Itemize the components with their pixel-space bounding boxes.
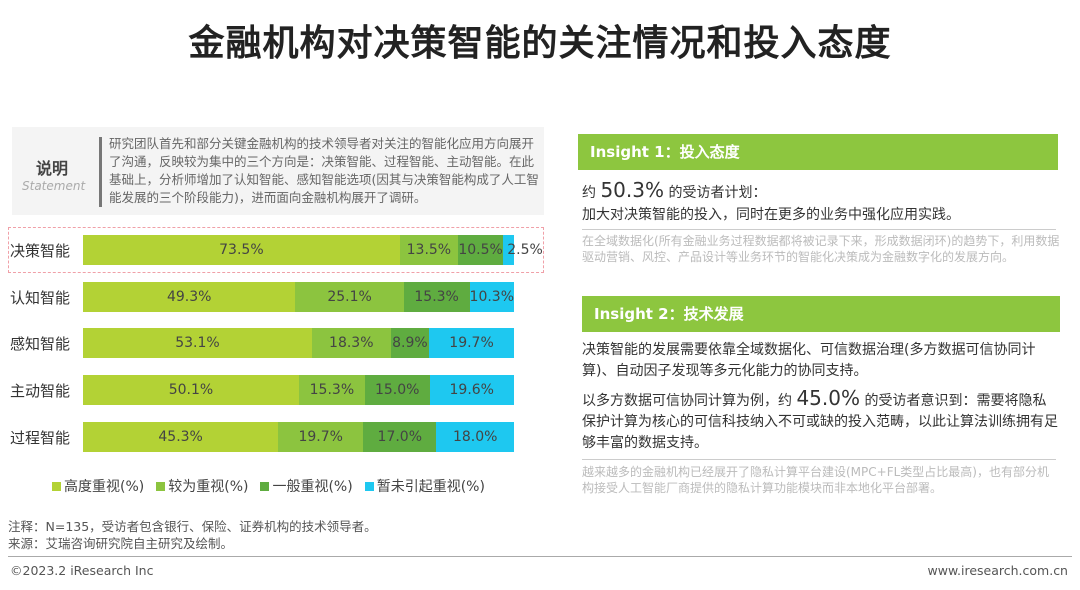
text: 的受访者计划： bbox=[664, 185, 767, 201]
legend-item: 暂未引起重视(%) bbox=[364, 476, 485, 496]
legend-label: 一般重视(%) bbox=[272, 479, 353, 495]
bar-segment: 19.7% bbox=[278, 422, 364, 452]
data-label: 19.7% bbox=[449, 335, 494, 351]
bar-segment: 15.3% bbox=[403, 282, 470, 312]
data-label: 53.1% bbox=[175, 335, 220, 351]
legend: 高度重视(%) 较为重视(%) 一般重视(%) 暂未引起重视(%) bbox=[52, 476, 485, 496]
bar-segment: 17.0% bbox=[363, 422, 437, 452]
insight2-gray: 越来越多的金融机构已经展开了隐私计算平台建设(MPC+FL类型占比最高)，也有部… bbox=[582, 465, 1049, 495]
page-title: 金融机构对决策智能的关注情况和投入态度 bbox=[188, 23, 892, 64]
legend-swatch bbox=[364, 481, 374, 491]
legend-label: 高度重视(%) bbox=[64, 479, 145, 495]
footer-divider bbox=[8, 556, 1072, 557]
legend-swatch bbox=[52, 481, 61, 491]
insight1-line1: 约 50.3% 的受访者计划： bbox=[582, 180, 1060, 203]
bar-segment: 15.0% bbox=[364, 375, 430, 405]
bar-segment: 18.3% bbox=[311, 328, 391, 358]
insight2-p2: 以多方数据可信协同计算为例，约 45.0% 的受访者意识到：需要将隐私保护计算为… bbox=[582, 388, 1060, 454]
data-label: 15.3% bbox=[309, 382, 355, 398]
category-label: 决策智能 bbox=[10, 242, 71, 260]
data-label: 8.9% bbox=[392, 335, 428, 351]
source: 来源：艾瑞咨询研究院自主研究及绘制。 bbox=[8, 536, 234, 551]
bar-segment: 15.3% bbox=[298, 375, 365, 405]
statement-heading: 说明 bbox=[36, 159, 69, 178]
highlight-box bbox=[8, 227, 544, 273]
category-label: 认知智能 bbox=[10, 289, 71, 307]
data-label: 15.3% bbox=[414, 289, 459, 305]
divider bbox=[99, 137, 102, 207]
bar-segment: 25.1% bbox=[295, 282, 404, 312]
website-link[interactable]: www.iresearch.com.cn bbox=[927, 563, 1069, 578]
insight1-gray: 在全域数据化(所有金融业务过程数据都将被记录下来，形成数据闭环)的趋势下，利用数… bbox=[582, 234, 1060, 264]
data-label: 49.3% bbox=[166, 289, 212, 305]
data-label: 19.7% bbox=[298, 429, 343, 445]
data-label: 45.3% bbox=[158, 429, 203, 445]
bar-segment: 19.6% bbox=[429, 375, 514, 405]
legend-item: 较为重视(%) bbox=[156, 476, 248, 496]
data-label: 73.5% bbox=[219, 242, 264, 258]
insight1-value: 50.3% bbox=[600, 178, 664, 202]
text: 以多方数据可信协同计算为例，约 bbox=[582, 393, 797, 409]
legend-swatch bbox=[260, 481, 270, 491]
insight2-p1: 决策智能的发展需要依靠全域数据化、可信数据治理(多方数据可信协同计算)、自动因子… bbox=[582, 342, 1036, 379]
text: 约 bbox=[582, 185, 601, 201]
divider bbox=[582, 229, 1056, 230]
insight1-line2: 加大对决策智能的投入，同时在更多的业务中强化应用实践。 bbox=[582, 207, 960, 223]
divider bbox=[582, 459, 1056, 460]
bar-segment: 45.3% bbox=[83, 422, 279, 452]
statement-text: 研究团队首先和部分关键金融机构的技术领导者对关注的智能化应用方向展开了沟通，反映… bbox=[109, 136, 539, 205]
insight2-value: 45.0% bbox=[796, 386, 860, 410]
text: 的受访者意识到：需要将隐私保护计算为核心的可信科技纳入不可或缺的投入范畴，以此让… bbox=[582, 393, 1058, 451]
copyright: ©2023.2 iResearch Inc bbox=[10, 563, 154, 578]
statement-sub: Statement bbox=[22, 179, 86, 193]
insight2-header: Insight 2：技术发展 bbox=[582, 296, 1060, 332]
legend-label: 较为重视(%) bbox=[168, 479, 249, 495]
data-label: 2.5% bbox=[507, 242, 543, 258]
data-label: 17.0% bbox=[377, 429, 423, 445]
data-label: 18.3% bbox=[329, 335, 374, 351]
category-label: 主动智能 bbox=[10, 382, 71, 400]
legend-swatch bbox=[156, 481, 166, 491]
statement-box: 说明 Statement 研究团队首先和部分关键金融机构的技术领导者对关注的智能… bbox=[12, 127, 544, 215]
bar-segment: 53.1% bbox=[83, 328, 312, 358]
data-label: 13.5% bbox=[406, 242, 452, 258]
legend-label: 暂未引起重视(%) bbox=[376, 479, 485, 495]
category-label: 感知智能 bbox=[10, 335, 71, 353]
bar-segment: 73.5% bbox=[83, 235, 400, 265]
legend-item: 一般重视(%) bbox=[260, 476, 353, 496]
bar-segment: 8.9% bbox=[390, 328, 430, 358]
bar-segment: 18.0% bbox=[436, 422, 514, 452]
data-label: 18.0% bbox=[452, 429, 498, 445]
insight1-header: Insight 1：投入态度 bbox=[578, 134, 1058, 170]
bar-segment: 13.5% bbox=[399, 235, 458, 265]
data-label: 25.1% bbox=[327, 289, 372, 305]
data-label: 19.6% bbox=[449, 382, 494, 398]
category-label: 过程智能 bbox=[10, 429, 71, 447]
bar-segment: 19.7% bbox=[429, 328, 514, 358]
note: 注释：N=135，受访者包含银行、保险、证券机构的技术领导者。 bbox=[8, 519, 377, 534]
legend-item: 高度重视(%) bbox=[52, 476, 144, 496]
bar-segment: 2.5% bbox=[503, 235, 543, 265]
bar-segment: 10.3% bbox=[470, 282, 514, 312]
data-label: 50.1% bbox=[168, 382, 214, 398]
bar-segment: 10.5% bbox=[457, 235, 504, 265]
data-label: 10.3% bbox=[469, 289, 515, 305]
bar-segment: 50.1% bbox=[83, 375, 299, 405]
data-label: 10.5% bbox=[458, 242, 503, 258]
data-label: 15.0% bbox=[374, 382, 420, 398]
bar-segment: 49.3% bbox=[83, 282, 296, 312]
